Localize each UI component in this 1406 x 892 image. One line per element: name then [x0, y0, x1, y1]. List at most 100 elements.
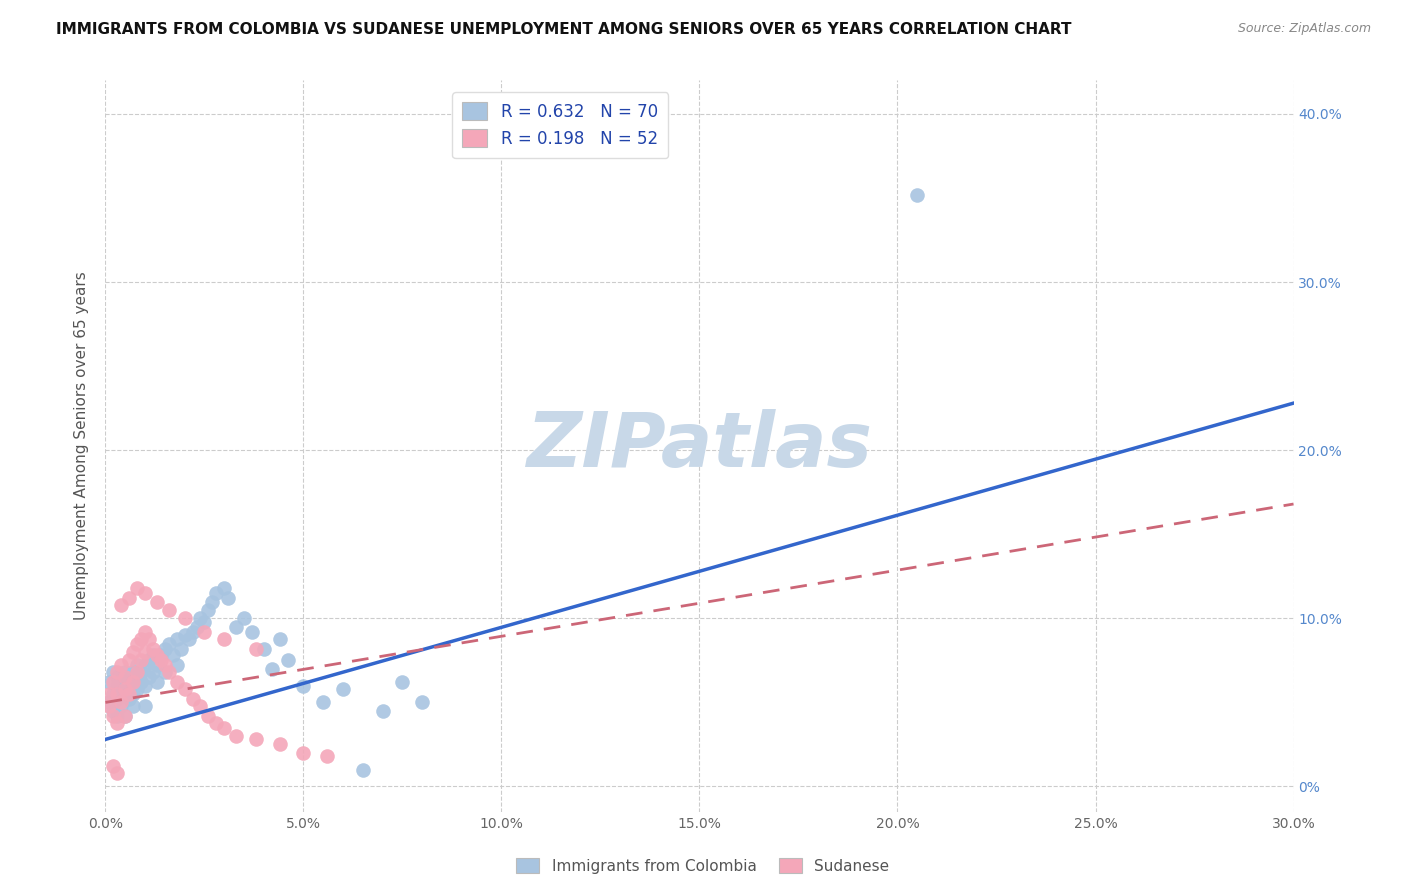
Point [371, 704, 394, 718]
Point [173, 681, 195, 696]
Point [142, 648, 165, 663]
Point [122, 645, 145, 659]
Point [153, 665, 176, 680]
Point [129, 653, 152, 667]
Point [253, 641, 276, 656]
Point [138, 653, 160, 667]
Point [110, 681, 132, 696]
Legend: R = 0.632   N = 70, R = 0.198   N = 52: R = 0.632 N = 70, R = 0.198 N = 52 [453, 92, 668, 158]
Point [205, 715, 228, 730]
Point [110, 658, 132, 673]
Point [105, 709, 128, 723]
Point [173, 628, 195, 642]
Point [105, 679, 128, 693]
Point [157, 636, 180, 650]
Point [114, 687, 136, 701]
Point [134, 645, 156, 659]
Point [114, 709, 136, 723]
Point [193, 615, 215, 629]
Point [214, 721, 236, 735]
Point [118, 591, 141, 606]
Point [105, 766, 128, 780]
Point [110, 695, 132, 709]
Point [122, 698, 145, 713]
Point [142, 641, 165, 656]
Point [332, 681, 354, 696]
Point [103, 759, 125, 773]
Point [177, 632, 200, 646]
Point [190, 698, 212, 713]
Point [134, 624, 156, 639]
Point [146, 658, 169, 673]
Point [233, 611, 256, 625]
Point [110, 698, 132, 713]
Point [134, 679, 156, 693]
Point [127, 581, 149, 595]
Point [166, 632, 188, 646]
Point [110, 598, 132, 612]
Point [146, 648, 169, 663]
Point [105, 670, 128, 684]
Point [114, 670, 136, 684]
Point [225, 620, 247, 634]
Point [146, 594, 169, 608]
Point [98, 695, 121, 709]
Point [134, 586, 156, 600]
Point [391, 675, 413, 690]
Point [129, 632, 152, 646]
Point [134, 698, 156, 713]
Point [260, 662, 283, 676]
Point [186, 620, 208, 634]
Point [103, 704, 125, 718]
Point [316, 749, 339, 764]
Point [134, 658, 156, 673]
Point [181, 624, 204, 639]
Point [118, 692, 141, 706]
Point [103, 675, 125, 690]
Point [138, 632, 160, 646]
Point [118, 679, 141, 693]
Point [312, 695, 335, 709]
Point [114, 681, 136, 696]
Point [122, 687, 145, 701]
Point [292, 746, 315, 760]
Point [138, 670, 160, 684]
Point [205, 586, 228, 600]
Point [103, 709, 125, 723]
Point [129, 665, 152, 680]
Point [269, 632, 291, 646]
Point [98, 687, 121, 701]
Point [110, 670, 132, 684]
Point [127, 681, 149, 696]
Point [149, 648, 172, 663]
Point [245, 641, 267, 656]
Point [127, 665, 149, 680]
Point [105, 687, 128, 701]
Point [157, 603, 180, 617]
Point [105, 665, 128, 680]
Text: ZIPatlas: ZIPatlas [526, 409, 873, 483]
Point [217, 591, 239, 606]
Point [122, 675, 145, 690]
Point [197, 603, 219, 617]
Point [149, 653, 172, 667]
Point [214, 632, 236, 646]
Point [181, 692, 204, 706]
Point [292, 679, 315, 693]
Point [103, 665, 125, 680]
Point [122, 665, 145, 680]
Point [98, 698, 121, 713]
Point [129, 675, 152, 690]
Point [193, 624, 215, 639]
Point [142, 665, 165, 680]
Point [173, 611, 195, 625]
Point [170, 641, 193, 656]
Point [411, 695, 433, 709]
Point [118, 670, 141, 684]
Point [214, 581, 236, 595]
Point [240, 624, 263, 639]
Point [201, 594, 224, 608]
Text: IMMIGRANTS FROM COLOMBIA VS SUDANESE UNEMPLOYMENT AMONG SENIORS OVER 65 YEARS CO: IMMIGRANTS FROM COLOMBIA VS SUDANESE UNE… [56, 22, 1071, 37]
Point [103, 687, 125, 701]
Legend: Immigrants from Colombia, Sudanese: Immigrants from Colombia, Sudanese [510, 852, 896, 880]
